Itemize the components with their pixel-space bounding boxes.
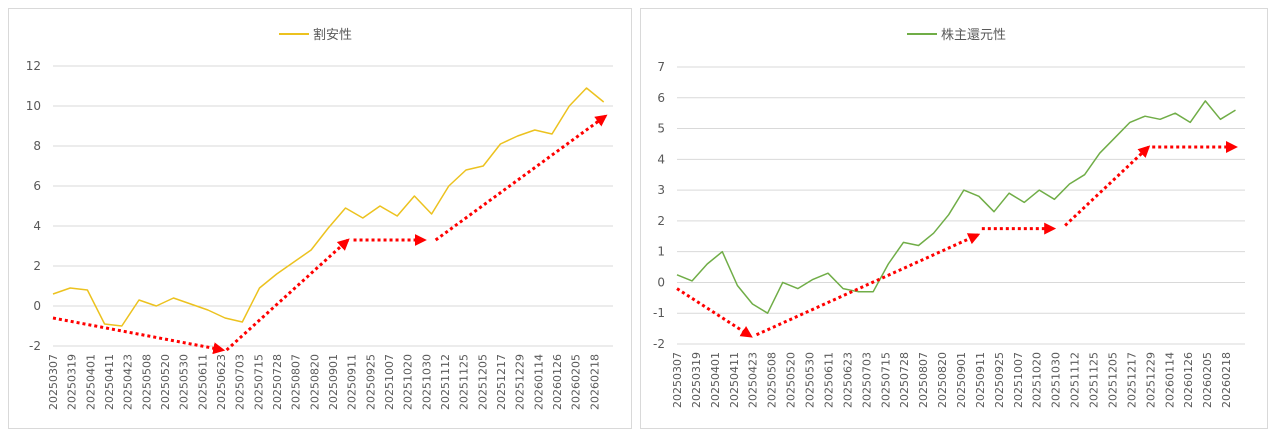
x-tick-label: 20250411 [103, 354, 116, 410]
x-tick-label: 20250423 [122, 354, 135, 410]
x-tick-label: 20250820 [936, 352, 949, 408]
x-tick-label: 20251007 [1012, 352, 1025, 408]
series-line [52, 87, 605, 327]
x-tick-label: 20251125 [1088, 352, 1101, 408]
x-tick-label: 20251030 [1050, 352, 1063, 408]
x-tick-label: 20250623 [841, 352, 854, 408]
legend-label: 割安性 [313, 27, 352, 43]
y-tick-label: 6 [657, 91, 665, 105]
x-tick-label: 20250611 [196, 354, 209, 410]
y-tick-label: -2 [29, 339, 41, 353]
x-tick-label: 20250925 [364, 354, 377, 410]
series-line [676, 100, 1236, 314]
y-tick-label: 12 [26, 59, 41, 73]
x-tick-label: 20250820 [308, 354, 321, 410]
x-tick-label: 20251020 [1031, 352, 1044, 408]
y-tick-label: 4 [33, 219, 41, 233]
x-tick-label: 20250911 [346, 354, 359, 410]
y-tick-label: 0 [33, 299, 41, 313]
x-tick-label: 20250807 [917, 352, 930, 408]
y-tick-label: 2 [33, 259, 41, 273]
y-tick-label: 6 [33, 179, 41, 193]
annotation-arrow [1064, 145, 1151, 227]
x-tick-label: 20251020 [402, 354, 415, 410]
x-tick-label: 20250520 [159, 354, 172, 410]
x-tick-label: 20260218 [588, 354, 601, 410]
chart-panel-value: -2 0 2 4 6 8 10 12 20250307 20250319 20250401 20250… [8, 8, 632, 429]
x-tick-label: 20251217 [495, 354, 508, 410]
x-tick-label: 20260114 [532, 354, 545, 410]
x-tick-label: 20250703 [234, 354, 247, 410]
shareholder-return-chart-svg: -2 -1 0 1 2 3 4 5 6 7 20250307 20250319 20250401 2025… [653, 28, 1245, 408]
x-tick-label: 20250401 [709, 352, 722, 408]
x-tick-label: 20250715 [879, 352, 892, 408]
x-tick-label: 20250508 [140, 354, 153, 410]
x-tick-label: 20251205 [476, 354, 489, 410]
x-tick-label: 20250728 [271, 354, 284, 410]
y-tick-label: -1 [653, 306, 665, 320]
y-tick-label: 2 [657, 214, 665, 228]
x-tick-label: 20251205 [1106, 352, 1119, 408]
annotation-arrow [676, 287, 753, 338]
x-tick-label: 20260126 [551, 354, 564, 410]
x-tick-label: 20250307 [671, 352, 684, 408]
x-tick-label: 20260114 [1163, 352, 1176, 408]
x-tick-label: 20250715 [252, 354, 265, 410]
x-tick-label: 20250623 [215, 354, 228, 410]
x-tick-label: 20250925 [993, 352, 1006, 408]
x-tick-label: 20250508 [766, 352, 779, 408]
x-tick-label: 20260205 [570, 354, 583, 410]
annotation-arrow [755, 233, 981, 337]
x-tick-label: 20250703 [860, 352, 873, 408]
y-tick-label: 4 [657, 152, 665, 166]
x-tick-label: 20250319 [690, 352, 703, 408]
x-tick-label: 20251229 [514, 354, 527, 410]
y-tick-label: 5 [657, 122, 665, 136]
x-tick-label: 20251217 [1125, 352, 1138, 408]
x-tick-label: 20250520 [785, 352, 798, 408]
y-tick-label: 0 [657, 275, 665, 289]
x-tick-label: 20260205 [1201, 352, 1214, 408]
x-tick-label: 20250411 [728, 352, 741, 408]
x-tick-label: 20251112 [439, 354, 452, 410]
annotation-arrow [434, 114, 608, 242]
x-tick-label: 20250307 [47, 354, 60, 410]
x-tick-label: 20251229 [1144, 352, 1157, 408]
x-tick-label: 20250911 [974, 352, 987, 408]
y-tick-label: 3 [657, 183, 665, 197]
x-tick-label: 20250319 [66, 354, 79, 410]
y-tick-label: -2 [653, 337, 665, 351]
chart-panel-shareholder-return: -2 -1 0 1 2 3 4 5 6 7 20250307 20250319 20250401 2025… [640, 8, 1268, 429]
x-tick-label: 20250901 [327, 354, 340, 410]
x-tick-label: 20260218 [1220, 352, 1233, 408]
y-tick-label: 10 [26, 99, 41, 113]
x-tick-label: 20250423 [747, 352, 760, 408]
x-tick-label: 20250530 [804, 352, 817, 408]
x-tick-label: 20251007 [383, 354, 396, 410]
x-tick-label: 20250728 [898, 352, 911, 408]
x-tick-label: 20260126 [1182, 352, 1195, 408]
x-tick-label: 20251112 [1069, 352, 1082, 408]
x-tick-label: 20250807 [290, 354, 303, 410]
value-chart-svg: -2 0 2 4 6 8 10 12 20250307 20250319 20250401 20250… [26, 27, 613, 410]
y-tick-label: 8 [33, 139, 41, 153]
y-tick-label: 7 [657, 60, 665, 74]
y-tick-label: 1 [657, 245, 665, 259]
x-tick-label: 20250611 [822, 352, 835, 408]
x-tick-label: 20250401 [84, 354, 97, 410]
x-tick-label: 20250901 [955, 352, 968, 408]
legend-label: 株主還元性 [941, 28, 1006, 43]
annotation-arrow [52, 316, 226, 355]
x-tick-label: 20250530 [178, 354, 191, 410]
x-tick-label: 20251125 [458, 354, 471, 410]
annotation-arrow [225, 238, 350, 352]
x-tick-label: 20251030 [420, 354, 433, 410]
